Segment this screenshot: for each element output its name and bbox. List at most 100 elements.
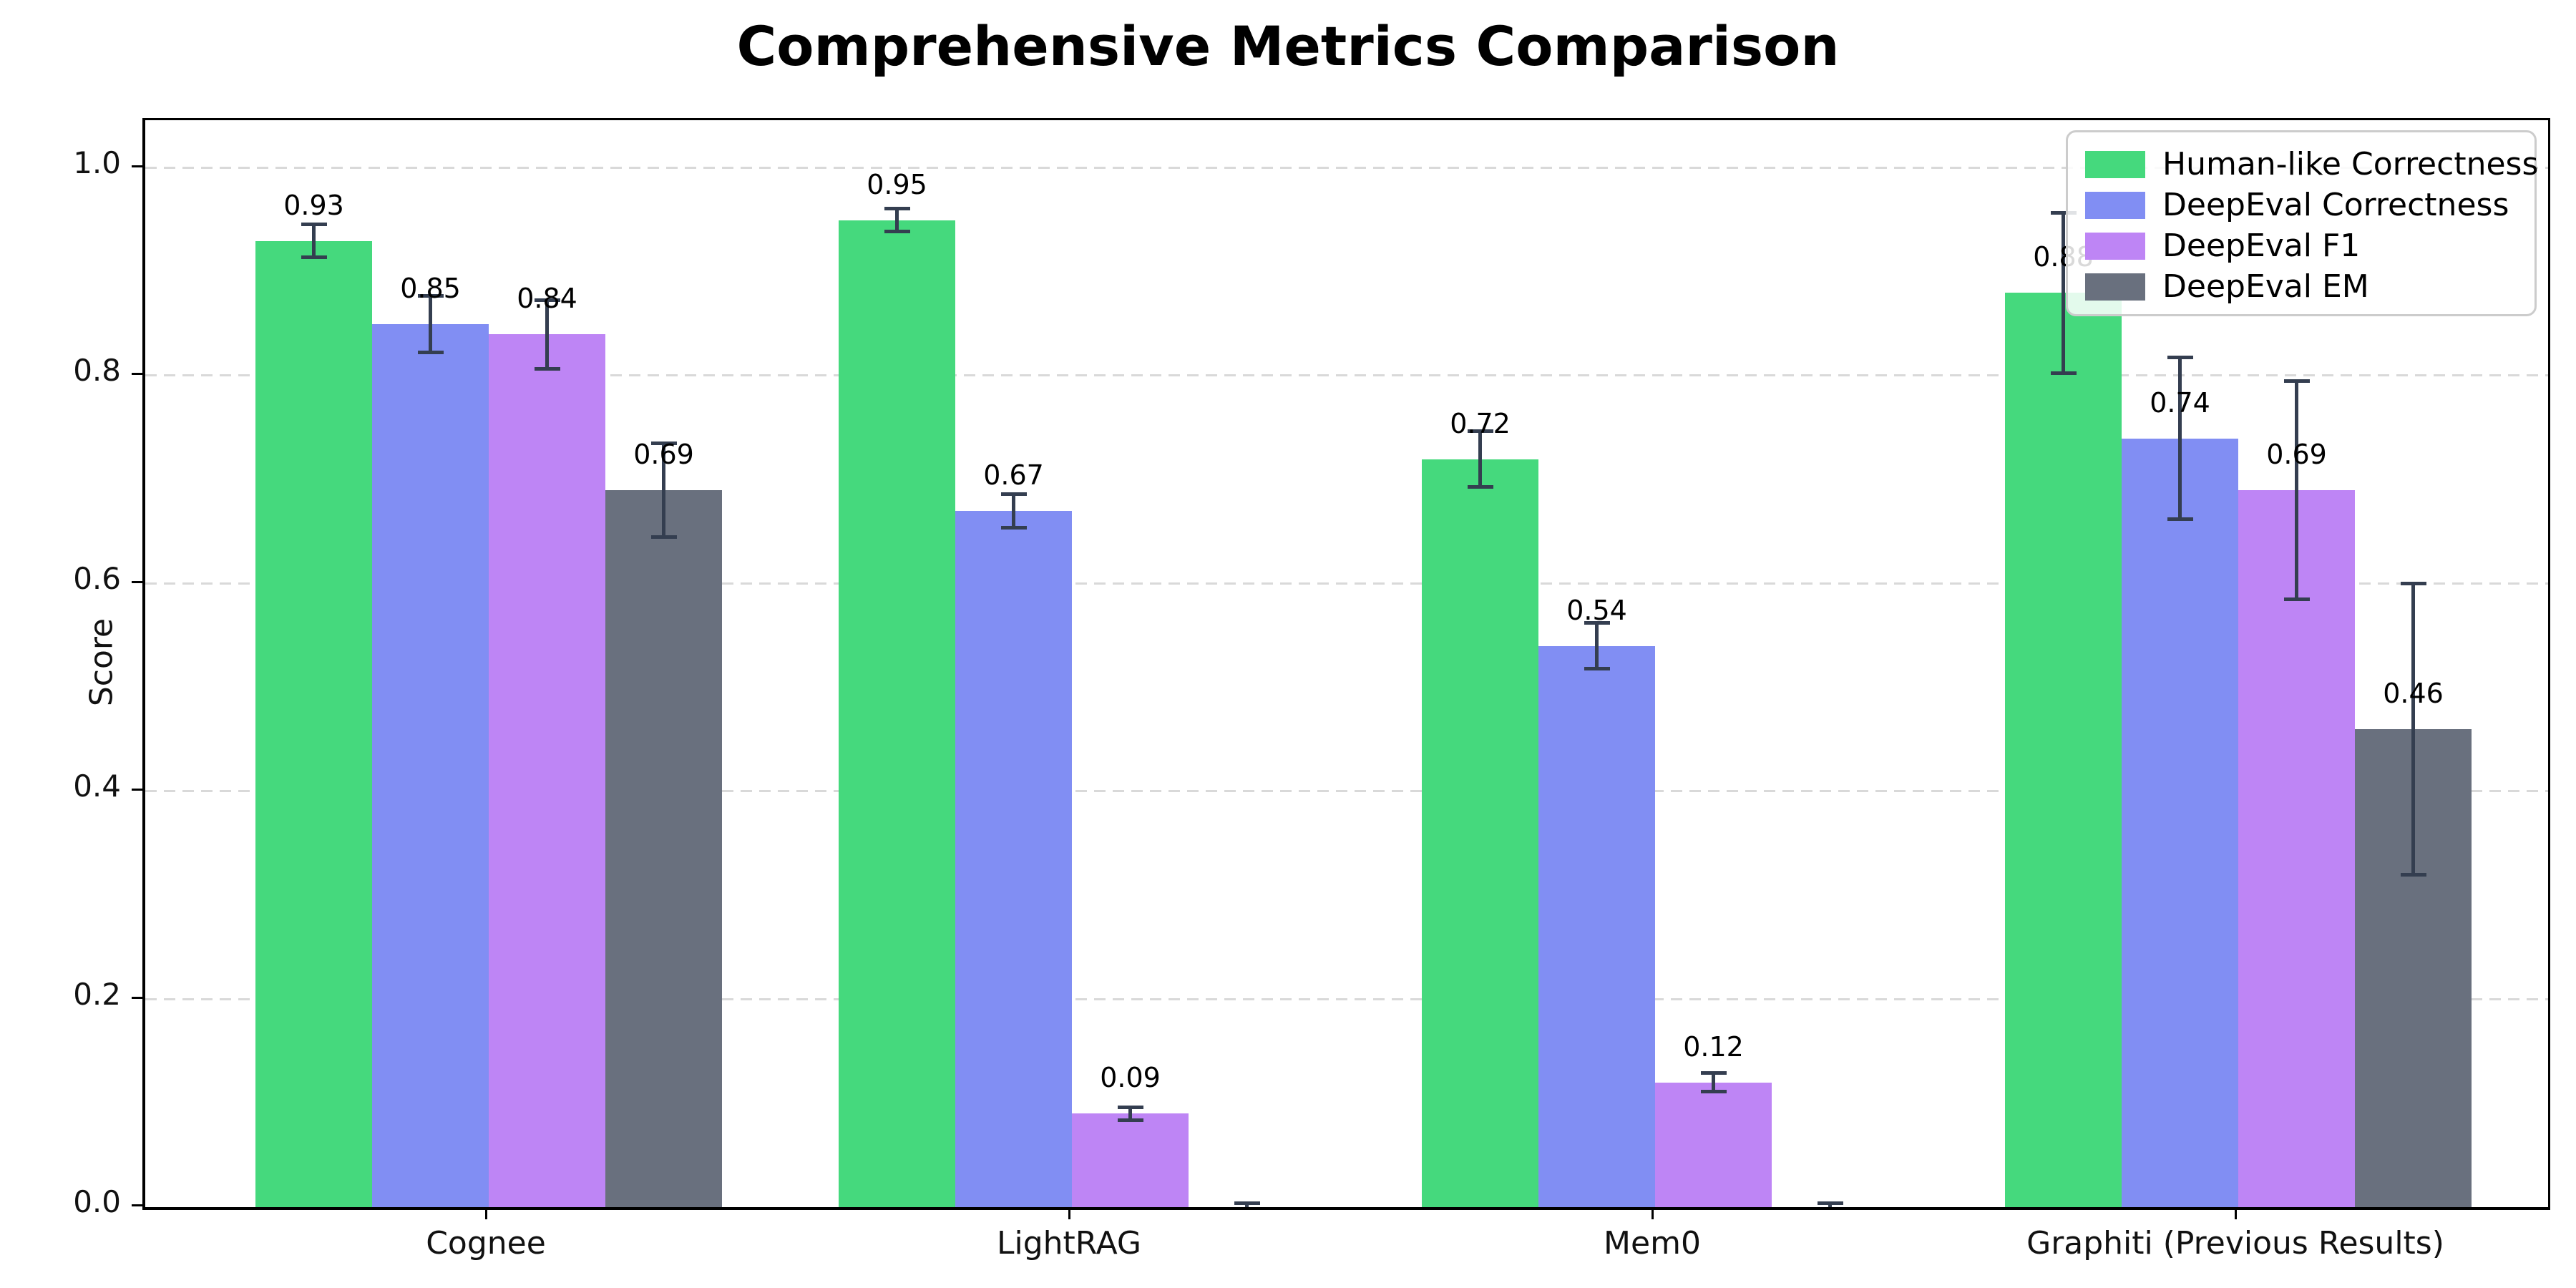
bar-value-label: 0.85 xyxy=(400,273,461,304)
error-bar xyxy=(429,296,432,353)
error-bar xyxy=(1828,1203,1832,1207)
legend-swatch-icon xyxy=(2085,150,2145,178)
gridline-y-1.0 xyxy=(145,167,2548,169)
bar xyxy=(839,220,955,1207)
legend-item-label: Human-like Correctness xyxy=(2162,146,2539,182)
error-bar-cap-top xyxy=(1467,429,1493,433)
bar-value-label: 0.74 xyxy=(2150,387,2210,419)
bar xyxy=(1072,1113,1189,1207)
x-tick-label-4: Graphiti (Previous Results) xyxy=(2026,1225,2444,1262)
error-bar-cap-bottom xyxy=(1000,525,1027,530)
error-bar-cap-top xyxy=(2050,210,2077,215)
error-bar xyxy=(1128,1107,1132,1121)
y-tick-label: 0.6 xyxy=(73,560,121,596)
gridline-y-0.8 xyxy=(145,374,2548,377)
legend-item-label: DeepEval F1 xyxy=(2162,228,2361,264)
y-tick-mark xyxy=(132,580,142,583)
bar xyxy=(489,334,605,1207)
legend-item: DeepEval EM xyxy=(2085,266,2534,307)
error-bar-cap-top xyxy=(534,298,560,302)
error-bar xyxy=(545,300,549,369)
bar xyxy=(255,241,372,1207)
legend-item: DeepEval Correctness xyxy=(2085,185,2534,225)
x-tick-label-2: LightRAG xyxy=(996,1225,1142,1262)
error-bar-cap-bottom xyxy=(884,230,910,234)
bar xyxy=(955,511,1072,1207)
x-tick-mark xyxy=(2235,1208,2237,1219)
y-tick-label: 0.2 xyxy=(73,976,121,1012)
bar xyxy=(372,324,489,1207)
error-bar-cap-top xyxy=(884,207,910,211)
x-tick-mark xyxy=(485,1208,487,1219)
bar-value-label: 0.95 xyxy=(867,169,927,200)
bar xyxy=(2005,293,2122,1207)
y-tick-mark xyxy=(132,373,142,376)
x-tick-label-1: Cognee xyxy=(426,1225,546,1262)
error-bar xyxy=(1245,1203,1249,1207)
error-bar xyxy=(2062,213,2065,374)
error-bar-cap-bottom xyxy=(1234,1209,1260,1210)
x-tick-mark xyxy=(1652,1208,1654,1219)
bar xyxy=(2122,439,2238,1207)
legend: Human-like Correctness DeepEval Correctne… xyxy=(2066,130,2538,316)
legend-item: Human-like Correctness xyxy=(2085,144,2538,185)
error-bar-cap-top xyxy=(301,222,327,226)
error-bar xyxy=(2411,583,2415,875)
y-tick-label: 0.4 xyxy=(73,769,121,804)
error-bar-cap-top xyxy=(2283,379,2310,384)
error-bar-cap-top xyxy=(1000,492,1027,497)
error-bar-cap-top xyxy=(1584,621,1610,625)
bar xyxy=(2238,490,2355,1207)
gridline-y-0.2 xyxy=(145,997,2548,1000)
error-bar-cap-bottom xyxy=(301,255,327,260)
error-bar xyxy=(662,443,665,537)
bar-value-label: 0.69 xyxy=(633,439,694,470)
bar-value-label: 0.54 xyxy=(1566,595,1627,626)
error-bar-cap-top xyxy=(1234,1201,1260,1205)
error-bar xyxy=(1712,1073,1715,1092)
error-bar-cap-bottom xyxy=(2167,517,2193,522)
error-bar-cap-top xyxy=(2400,582,2426,586)
chart-title: Comprehensive Metrics Comparison xyxy=(736,14,1840,78)
y-tick-mark xyxy=(132,165,142,167)
bar-value-label: 0.72 xyxy=(1450,408,1511,439)
y-tick-mark xyxy=(132,789,142,791)
x-tick-mark xyxy=(1068,1208,1070,1219)
error-bar-cap-top xyxy=(1117,1106,1143,1110)
error-bar-cap-top xyxy=(650,441,677,446)
error-bar xyxy=(2295,381,2298,600)
bar-value-label: 0.93 xyxy=(283,190,344,221)
legend-swatch-icon xyxy=(2085,232,2145,260)
bar xyxy=(1422,459,1538,1207)
gridline-y-0.6 xyxy=(145,582,2548,585)
error-bar-cap-bottom xyxy=(534,366,560,371)
bar-value-label: 0.69 xyxy=(2266,439,2327,470)
error-bar xyxy=(1012,494,1015,528)
legend-swatch-icon xyxy=(2085,191,2145,219)
bar-value-label: 0.09 xyxy=(1100,1062,1161,1093)
y-tick-label: 0.8 xyxy=(73,353,121,389)
error-bar-cap-bottom xyxy=(2400,872,2426,877)
error-bar xyxy=(1595,623,1599,669)
bar xyxy=(1655,1083,1772,1207)
bar-value-label: 0.84 xyxy=(517,283,577,314)
error-bar xyxy=(2178,357,2182,519)
error-bar-cap-bottom xyxy=(1117,1118,1143,1122)
x-tick-label-3: Mem0 xyxy=(1604,1225,1701,1262)
error-bar-cap-top xyxy=(1700,1071,1727,1075)
error-bar-cap-bottom xyxy=(1584,667,1610,671)
bar xyxy=(605,490,722,1207)
legend-item-label: DeepEval EM xyxy=(2162,268,2369,305)
gridline-y-0.4 xyxy=(145,790,2548,793)
error-bar-cap-bottom xyxy=(650,535,677,539)
legend-swatch-icon xyxy=(2085,273,2145,301)
error-bar-cap-bottom xyxy=(417,350,444,354)
error-bar-cap-bottom xyxy=(1700,1090,1727,1094)
error-bar-cap-top xyxy=(1817,1201,1843,1205)
bar-value-label: 0.67 xyxy=(983,459,1044,491)
y-tick-label: 0.0 xyxy=(73,1184,121,1219)
bar-value-label: 0.12 xyxy=(1683,1031,1744,1063)
error-bar-cap-top xyxy=(2167,355,2193,359)
y-tick-mark xyxy=(132,1204,142,1206)
